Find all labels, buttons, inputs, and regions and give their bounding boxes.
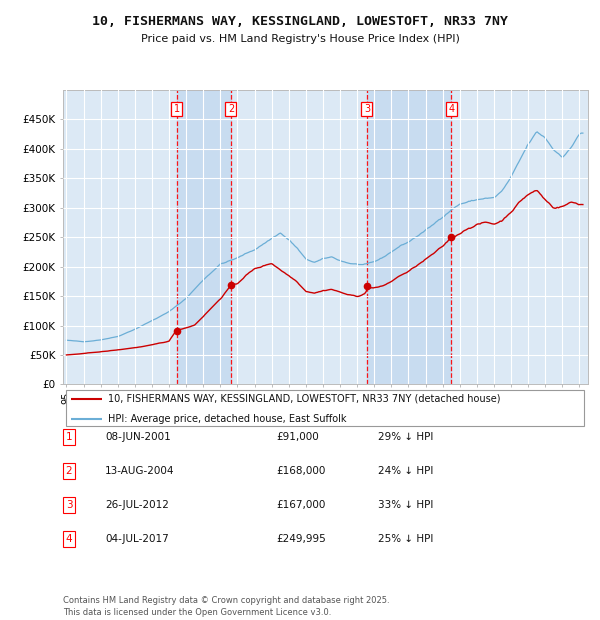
Text: £91,000: £91,000 <box>276 432 319 442</box>
Text: 29% ↓ HPI: 29% ↓ HPI <box>378 432 433 442</box>
Text: 10, FISHERMANS WAY, KESSINGLAND, LOWESTOFT, NR33 7NY (detached house): 10, FISHERMANS WAY, KESSINGLAND, LOWESTO… <box>107 394 500 404</box>
Text: £168,000: £168,000 <box>276 466 325 476</box>
Text: 4: 4 <box>65 534 73 544</box>
Text: 04-JUL-2017: 04-JUL-2017 <box>105 534 169 544</box>
Text: 26-JUL-2012: 26-JUL-2012 <box>105 500 169 510</box>
Text: 25% ↓ HPI: 25% ↓ HPI <box>378 534 433 544</box>
Text: 24% ↓ HPI: 24% ↓ HPI <box>378 466 433 476</box>
Text: 33% ↓ HPI: 33% ↓ HPI <box>378 500 433 510</box>
Text: 1: 1 <box>173 104 179 114</box>
Text: 3: 3 <box>65 500 73 510</box>
Text: 2: 2 <box>228 104 234 114</box>
Text: Contains HM Land Registry data © Crown copyright and database right 2025.
This d: Contains HM Land Registry data © Crown c… <box>63 596 389 617</box>
Text: HPI: Average price, detached house, East Suffolk: HPI: Average price, detached house, East… <box>107 414 346 424</box>
Text: 2: 2 <box>65 466 73 476</box>
Text: 3: 3 <box>364 104 370 114</box>
FancyBboxPatch shape <box>65 389 584 426</box>
Text: 08-JUN-2001: 08-JUN-2001 <box>105 432 171 442</box>
Bar <box>367 90 451 384</box>
Bar <box>176 90 231 384</box>
Text: 13-AUG-2004: 13-AUG-2004 <box>105 466 175 476</box>
Text: 10, FISHERMANS WAY, KESSINGLAND, LOWESTOFT, NR33 7NY: 10, FISHERMANS WAY, KESSINGLAND, LOWESTO… <box>92 16 508 28</box>
Text: Price paid vs. HM Land Registry's House Price Index (HPI): Price paid vs. HM Land Registry's House … <box>140 34 460 44</box>
Text: £249,995: £249,995 <box>276 534 326 544</box>
Text: 1: 1 <box>65 432 73 442</box>
Text: 4: 4 <box>448 104 454 114</box>
Text: £167,000: £167,000 <box>276 500 325 510</box>
